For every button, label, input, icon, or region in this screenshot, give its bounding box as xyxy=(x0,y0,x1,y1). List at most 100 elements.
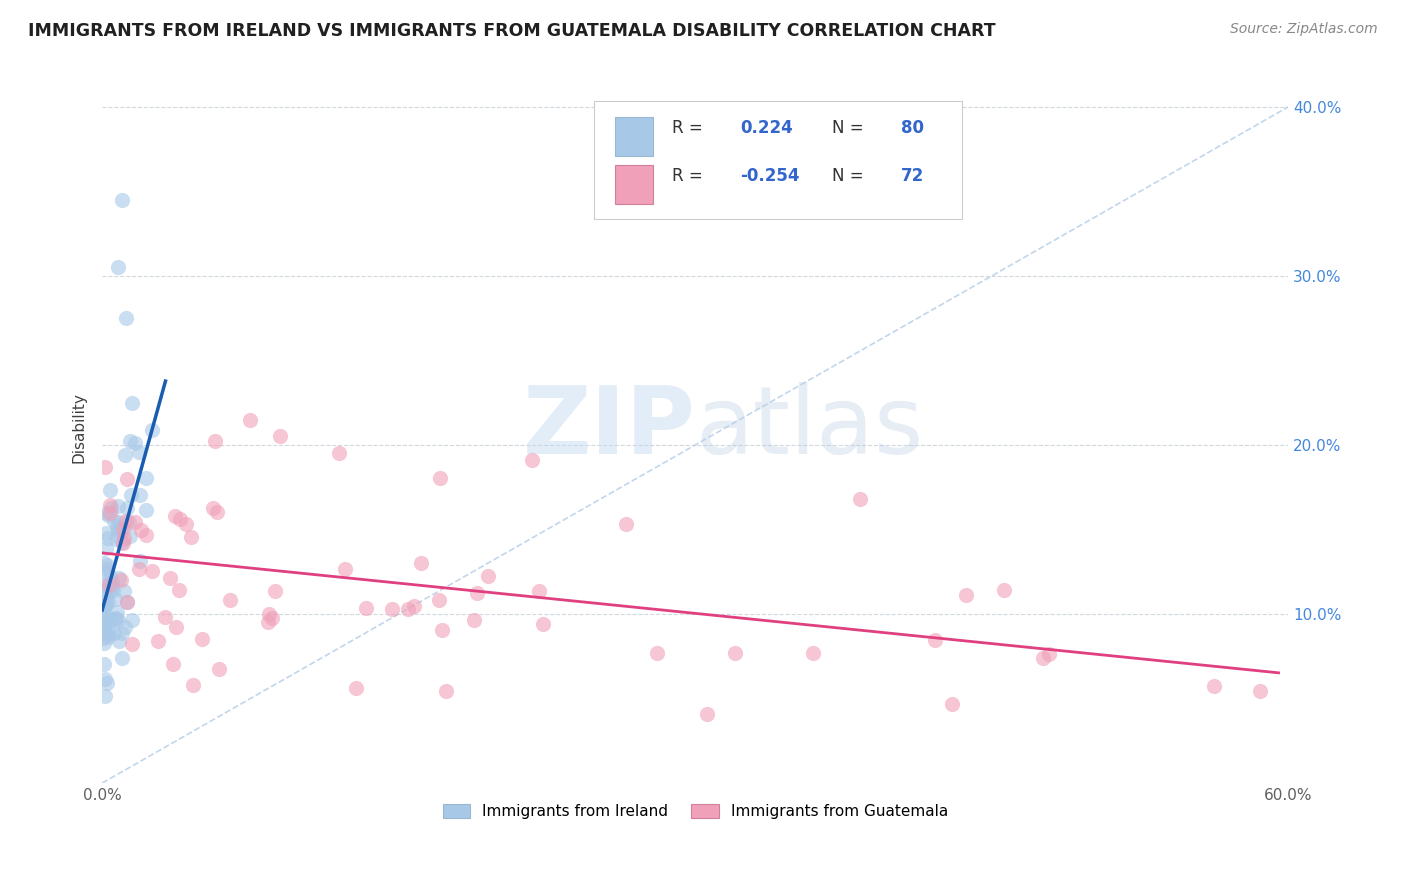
Point xyxy=(111,522,134,536)
Point xyxy=(98,578,121,592)
Point xyxy=(153,610,176,624)
Point xyxy=(104,591,127,606)
Point xyxy=(208,662,231,676)
Point xyxy=(257,607,280,621)
Point xyxy=(111,535,134,549)
Point xyxy=(96,558,118,572)
Point xyxy=(96,566,118,581)
Point xyxy=(96,577,118,591)
Point xyxy=(104,612,127,626)
Point xyxy=(114,583,136,598)
Point xyxy=(115,595,138,609)
Text: atlas: atlas xyxy=(696,382,924,474)
Point xyxy=(162,657,184,671)
Point xyxy=(260,611,283,625)
Point xyxy=(91,600,114,615)
Point xyxy=(98,569,121,583)
Point xyxy=(190,632,212,646)
Bar xyxy=(614,117,652,156)
Point xyxy=(121,636,143,650)
Point xyxy=(344,681,367,695)
Point xyxy=(97,595,120,609)
Text: ZIP: ZIP xyxy=(523,382,696,474)
Point xyxy=(381,602,404,616)
Point xyxy=(207,505,229,519)
Point xyxy=(1032,651,1054,665)
Point xyxy=(180,530,202,544)
Point xyxy=(94,541,117,556)
Point xyxy=(135,470,157,484)
Point xyxy=(848,491,870,506)
Point xyxy=(91,614,114,628)
Point xyxy=(1249,684,1271,698)
Point xyxy=(101,575,124,590)
Point xyxy=(263,584,285,599)
Point xyxy=(91,631,114,645)
Point xyxy=(531,617,554,632)
Point xyxy=(614,516,637,531)
Point xyxy=(110,574,132,588)
Point xyxy=(111,626,134,640)
Point xyxy=(354,601,377,615)
Point xyxy=(129,523,152,537)
Point xyxy=(94,673,117,687)
Point xyxy=(91,607,114,621)
Point xyxy=(98,613,121,627)
Point xyxy=(103,625,125,640)
Point xyxy=(135,503,157,517)
Point xyxy=(107,613,129,627)
Point xyxy=(463,613,485,627)
Point xyxy=(239,412,262,426)
Point xyxy=(114,515,136,529)
Point xyxy=(98,583,121,598)
Point xyxy=(396,602,419,616)
Point xyxy=(112,531,135,545)
Point xyxy=(96,676,118,690)
Point xyxy=(159,571,181,585)
Point xyxy=(176,517,198,532)
Point xyxy=(696,706,718,721)
Point xyxy=(107,523,129,537)
Text: -0.254: -0.254 xyxy=(741,167,800,185)
Point xyxy=(148,634,170,648)
Point xyxy=(219,593,242,607)
Point xyxy=(1204,679,1226,693)
Point xyxy=(97,508,120,523)
Text: Source: ZipAtlas.com: Source: ZipAtlas.com xyxy=(1230,22,1378,37)
Point xyxy=(108,522,131,536)
Point xyxy=(104,532,127,546)
Point xyxy=(94,597,117,611)
Point xyxy=(100,498,122,512)
Point xyxy=(114,449,136,463)
Point xyxy=(97,631,120,645)
Point xyxy=(269,429,291,443)
Text: 72: 72 xyxy=(900,167,924,185)
Point xyxy=(477,568,499,582)
Text: N =: N = xyxy=(832,167,869,185)
Point xyxy=(465,586,488,600)
Point xyxy=(112,536,135,550)
Point xyxy=(803,646,825,660)
Point xyxy=(432,624,454,638)
Y-axis label: Disability: Disability xyxy=(72,392,86,464)
FancyBboxPatch shape xyxy=(595,102,962,219)
Point xyxy=(1038,647,1060,661)
Point xyxy=(91,617,114,632)
Point xyxy=(118,529,141,543)
Point xyxy=(94,582,117,597)
Point xyxy=(103,583,125,598)
Point xyxy=(100,501,122,516)
Point xyxy=(163,508,186,523)
Point xyxy=(94,689,117,703)
Point xyxy=(128,488,150,502)
Point xyxy=(169,512,191,526)
Point xyxy=(993,583,1015,598)
Point xyxy=(124,515,146,529)
Point xyxy=(328,446,350,460)
Point xyxy=(118,515,141,529)
Point xyxy=(520,452,543,467)
Point xyxy=(115,500,138,515)
Point xyxy=(724,646,747,660)
Point xyxy=(257,615,280,629)
Point xyxy=(647,646,669,660)
